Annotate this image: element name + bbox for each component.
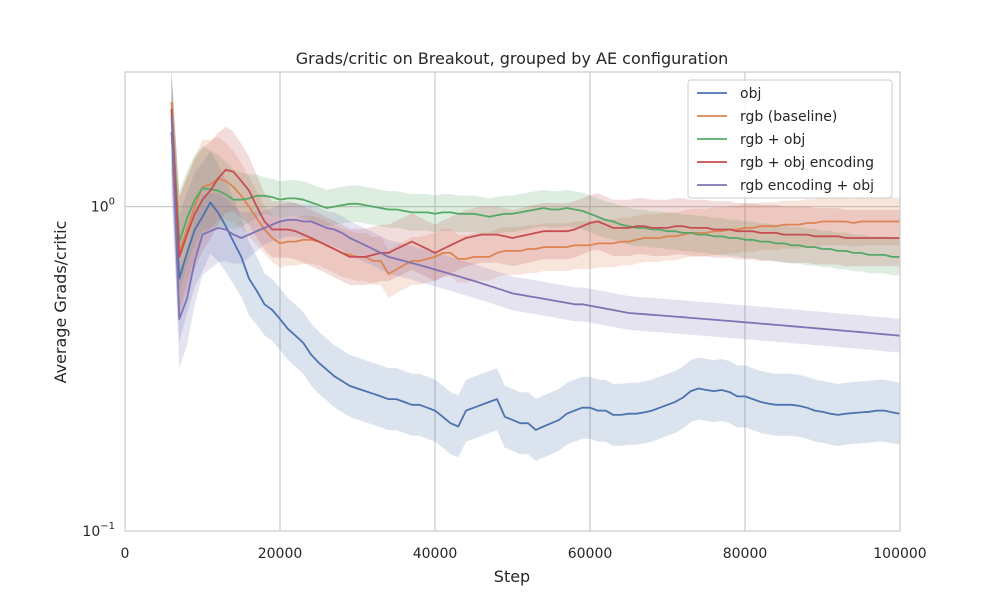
confidence-band (171, 72, 900, 369)
chart-title: Grads/critic on Breakout, grouped by AE … (296, 49, 729, 68)
x-tick-label: 0 (121, 546, 130, 562)
series-line (170, 102, 900, 275)
legend-label: obj (740, 86, 761, 102)
x-tick-label: 80000 (723, 546, 768, 562)
legend-label: rgb + obj (740, 132, 805, 148)
series-line (170, 108, 900, 258)
legend-label: rgb + obj encoding (740, 155, 874, 171)
tick-labels: 0 20000 40000 60000 80000 100000 10−1 100 (82, 197, 926, 562)
x-axis-label: Step (494, 567, 530, 586)
y-tick-label: 10−1 (82, 521, 115, 540)
series-line (170, 108, 900, 258)
legend-box (687, 79, 893, 199)
series-line (170, 131, 901, 431)
x-tick-label: 40000 (413, 546, 458, 562)
confidence-band (171, 72, 900, 310)
legend-label: rgb encoding + obj (740, 178, 874, 194)
confidence-band (171, 72, 900, 461)
y-tick-label: 100 (91, 197, 115, 216)
plot-frame (124, 71, 901, 532)
legend: obj rgb (baseline) rgb + obj rgb + obj enco… (687, 79, 893, 199)
x-tick-label: 60000 (568, 546, 613, 562)
series-line (170, 116, 901, 337)
x-tick-label: 100000 (873, 546, 926, 562)
y-axis-label: Average Grads/critic (51, 221, 70, 384)
legend-label: rgb (baseline) (740, 109, 837, 125)
x-tick-label: 20000 (258, 546, 303, 562)
series-lines (170, 102, 901, 431)
